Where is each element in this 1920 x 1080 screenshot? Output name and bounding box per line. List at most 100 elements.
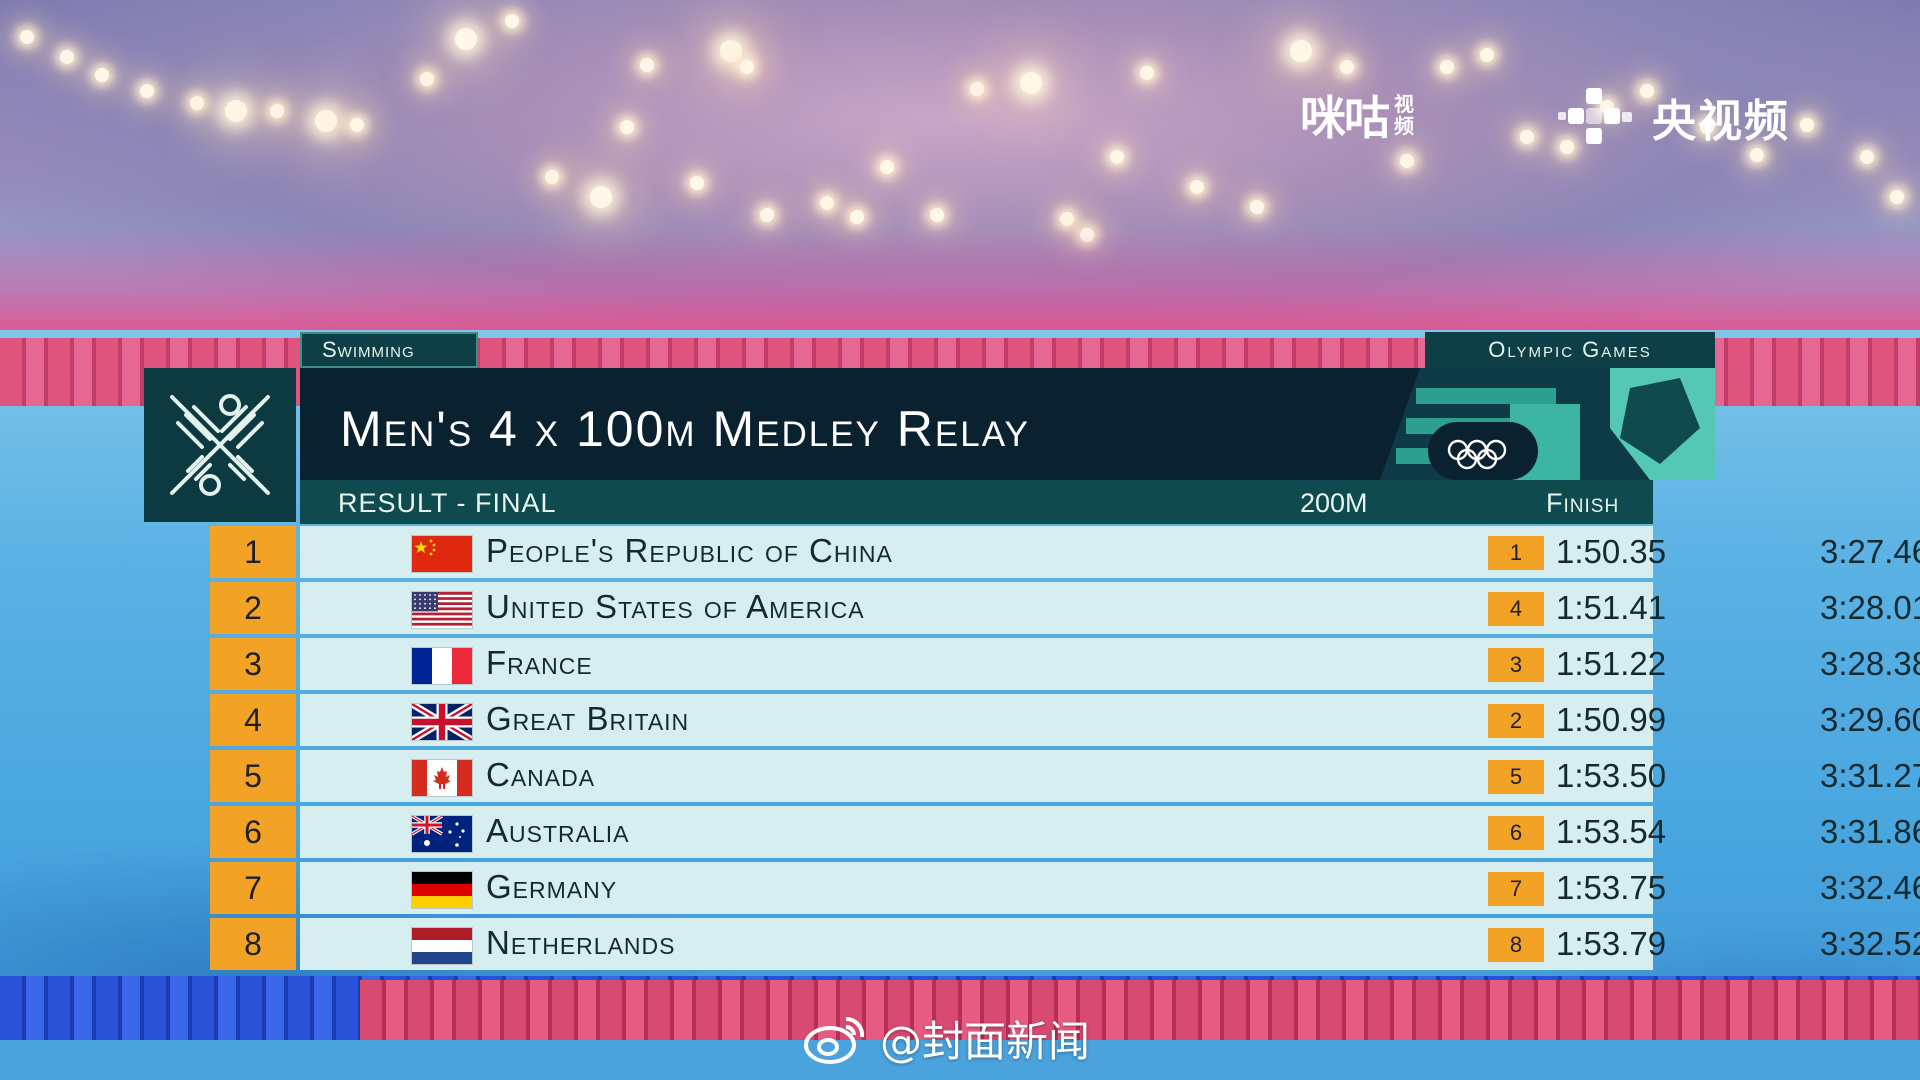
ceiling-light <box>315 110 337 132</box>
ceiling-light <box>1890 190 1904 204</box>
ceiling-light <box>720 40 742 62</box>
split-time: 1:53.79 <box>1556 925 1667 962</box>
rank-badge: 8 <box>210 918 296 970</box>
country-name: Great Britain <box>486 700 690 737</box>
canada-flag-icon <box>412 760 472 796</box>
olympic-games-graphic <box>1380 368 1715 480</box>
rank-badge: 3 <box>210 638 296 690</box>
ceiling-light <box>970 82 984 96</box>
ceiling-light <box>1020 72 1042 94</box>
ceiling-light <box>20 30 34 44</box>
ceiling-light <box>1640 84 1654 98</box>
row-body: Great Britain 2 1:50.99 3:29.60 <box>300 694 1920 746</box>
rank-badge: 2 <box>210 582 296 634</box>
row-body: Canada 5 1:53.50 3:31.27 <box>300 750 1920 802</box>
table-row: 4 Great Britain 2 1:50.99 3:29.60 <box>210 694 1920 746</box>
usa-flag-icon <box>412 592 472 628</box>
title-bar <box>300 368 1540 480</box>
swimming-icon <box>170 394 270 496</box>
results-header-bar: RESULT - FINAL 200M Finish <box>300 480 1653 524</box>
ceiling-light <box>225 100 247 122</box>
ceiling-light <box>590 186 612 208</box>
country-name: Canada <box>486 756 596 793</box>
ceiling-light <box>1250 200 1264 214</box>
ceiling-light <box>420 72 434 86</box>
country-name: Australia <box>486 812 630 849</box>
weibo-watermark: @封面新闻 <box>800 1008 1090 1069</box>
watermark-text: @封面新闻 <box>880 1017 1091 1066</box>
ceiling-light <box>1520 130 1534 144</box>
germany-flag-icon <box>412 872 472 908</box>
ceiling-light <box>1340 60 1354 74</box>
rank-badge: 4 <box>210 694 296 746</box>
row-body: France 3 1:51.22 3:28.38 <box>300 638 1920 690</box>
split-rank-badge: 2 <box>1488 704 1544 738</box>
finish-time: 3:31.27 <box>1820 757 1920 794</box>
event-tag: Olympic Games <box>1425 332 1715 368</box>
row-body: Germany 7 1:53.75 3:32.46 <box>300 862 1920 914</box>
pool-floor <box>0 1040 1920 1080</box>
row-body: People's Republic of China 1 1:50.35 3:27.4… <box>300 526 1920 578</box>
ceiling-light <box>1110 150 1124 164</box>
split-time: 1:51.22 <box>1556 645 1667 682</box>
split-rank-badge: 3 <box>1488 648 1544 682</box>
ceiling-light <box>140 84 154 98</box>
ceiling-light <box>640 58 654 72</box>
split-rank-badge: 6 <box>1488 816 1544 850</box>
cctv-logo-icon <box>1558 88 1632 144</box>
france-flag-icon <box>412 648 472 684</box>
migu-logo-sub: 视 频 <box>1394 93 1414 137</box>
sport-tag: Swimming <box>300 332 478 368</box>
ceiling-light <box>1700 120 1714 134</box>
split-time: 1:51.41 <box>1556 589 1667 626</box>
ceiling-light <box>270 104 284 118</box>
table-row: 6 Australia 6 1:53.54 3:31.86 <box>210 806 1920 858</box>
ceiling-light <box>1140 66 1154 80</box>
cctv-video-logo: 央视频 <box>1556 84 1790 150</box>
split-rank-badge: 5 <box>1488 760 1544 794</box>
split-column-header: 200M <box>1300 488 1368 518</box>
row-body: United States of America 4 1:51.41 3:28.01 <box>300 582 1920 634</box>
migu-logo-text: 咪咕 <box>1300 91 1390 145</box>
migu-logo-sub-1: 视 <box>1394 92 1414 116</box>
table-row: 7 Germany 7 1:53.75 3:32.46 <box>210 862 1920 914</box>
finish-column-header: Finish <box>1546 488 1620 518</box>
finish-time: 3:32.46 <box>1820 869 1920 906</box>
finish-time: 3:29.60 <box>1820 701 1920 738</box>
netherlands-flag-icon <box>412 928 472 964</box>
country-name: Germany <box>486 868 618 905</box>
ceiling-light <box>880 160 894 174</box>
lane-rope-bottom-red <box>360 980 1920 1040</box>
event-title: Men's 4 x 100m Medley Relay <box>340 401 1030 457</box>
results-table: 1 People's Republic of China 1 1:50.35 3:27.… <box>210 526 1920 974</box>
ceiling-light <box>60 50 74 64</box>
split-rank-badge: 7 <box>1488 872 1544 906</box>
table-row: 3 France 3 1:51.22 3:28.38 <box>210 638 1920 690</box>
ceiling-light <box>740 60 754 74</box>
finish-time: 3:32.52 <box>1820 925 1920 962</box>
ceiling-light <box>760 208 774 222</box>
rank-badge: 5 <box>210 750 296 802</box>
cctv-logo-text: 央视频 <box>1652 96 1790 147</box>
split-time: 1:53.54 <box>1556 813 1667 850</box>
ceiling-light <box>190 96 204 110</box>
ceiling-light <box>1060 212 1074 226</box>
row-body: Australia 6 1:53.54 3:31.86 <box>300 806 1920 858</box>
china-flag-icon <box>412 536 472 572</box>
ceiling-light <box>1190 180 1204 194</box>
table-row: 5 Canada 5 1:53.50 3:31.27 <box>210 750 1920 802</box>
split-rank-badge: 8 <box>1488 928 1544 962</box>
country-name: France <box>486 644 593 681</box>
ceiling-light <box>95 68 109 82</box>
ceiling-light <box>1400 154 1414 168</box>
country-name: United States of America <box>486 588 865 625</box>
results-subtitle: RESULT - FINAL <box>338 488 557 518</box>
water-surface-reflection <box>0 228 1920 338</box>
finish-time: 3:28.38 <box>1820 645 1920 682</box>
migu-logo-sub-2: 频 <box>1394 114 1414 138</box>
ceiling-light <box>1800 118 1814 132</box>
split-rank-badge: 4 <box>1488 592 1544 626</box>
ceiling-light <box>350 118 364 132</box>
migu-video-logo: 咪咕 视 频 <box>1300 88 1414 145</box>
finish-time: 3:31.86 <box>1820 813 1920 850</box>
